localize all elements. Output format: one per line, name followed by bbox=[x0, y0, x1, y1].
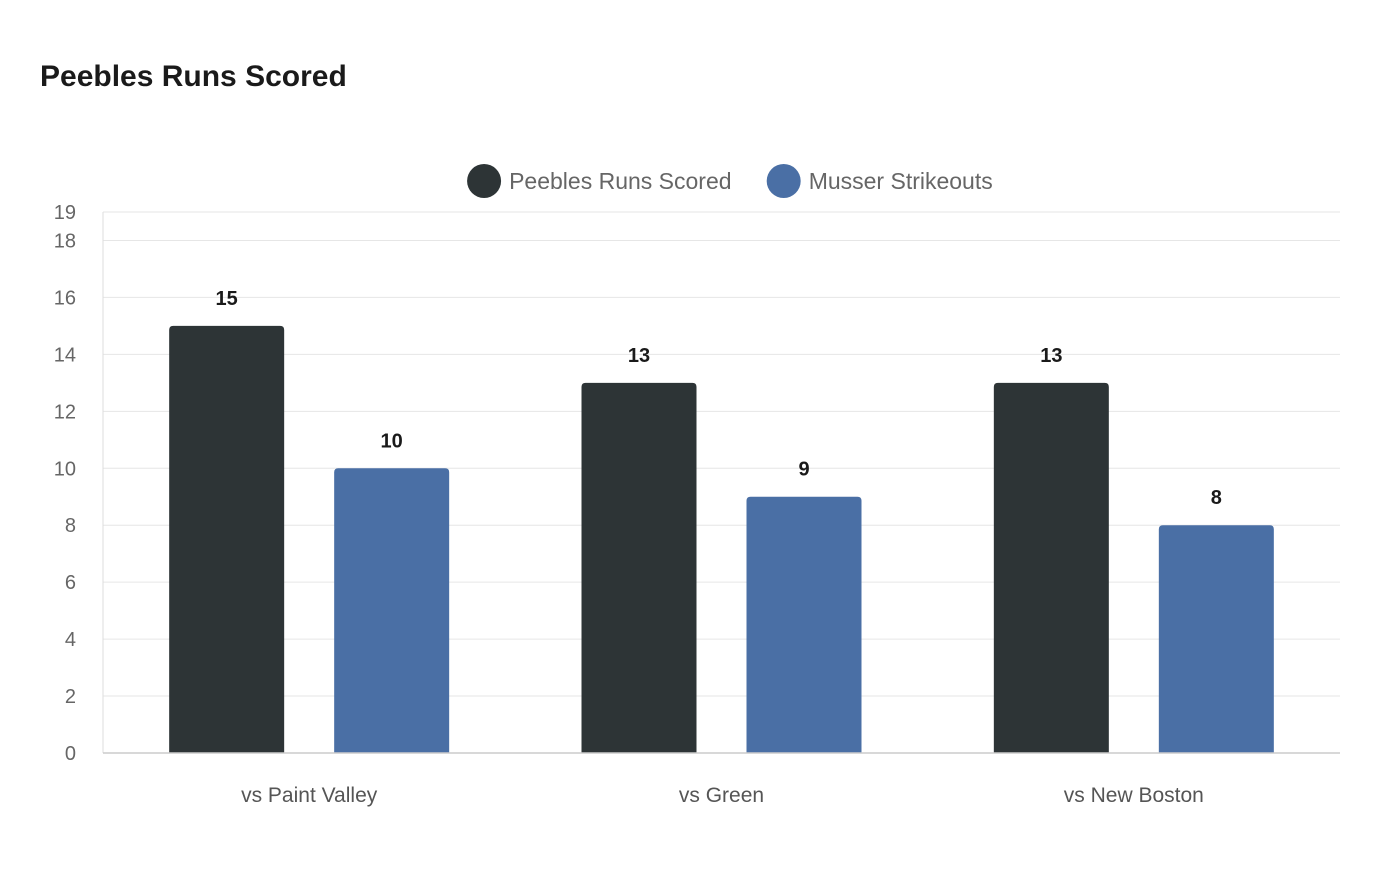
chart-title: Peebles Runs Scored bbox=[40, 60, 347, 93]
data-label: 15 bbox=[216, 288, 238, 310]
y-tick-label: 19 bbox=[54, 202, 76, 224]
data-label: 10 bbox=[381, 430, 403, 452]
bar bbox=[169, 325, 285, 753]
legend-swatch bbox=[467, 164, 502, 198]
y-tick-label: 12 bbox=[54, 401, 76, 423]
y-tick-label: 4 bbox=[65, 629, 76, 651]
data-label: 9 bbox=[798, 459, 809, 481]
y-tick-label: 2 bbox=[65, 686, 76, 708]
bars bbox=[169, 325, 1274, 753]
y-tick-label: 16 bbox=[54, 287, 76, 309]
bar bbox=[1158, 525, 1274, 753]
x-axis: vs Paint Valley vs Green vs New Boston bbox=[103, 752, 1340, 807]
legend: Peebles Runs Scored Musser Strikeouts bbox=[467, 164, 993, 198]
data-label: 13 bbox=[1040, 345, 1062, 367]
data-labels: 15 10 13 9 13 8 bbox=[216, 288, 1222, 509]
gridlines bbox=[103, 211, 1340, 697]
x-tick-label: vs Paint Valley bbox=[241, 784, 378, 807]
bar bbox=[334, 468, 450, 753]
legend-label: Peebles Runs Scored bbox=[509, 168, 731, 194]
bar bbox=[581, 382, 697, 753]
x-tick-label: vs Green bbox=[679, 784, 764, 807]
x-tick-label: vs New Boston bbox=[1064, 784, 1204, 807]
y-tick-label: 8 bbox=[65, 515, 76, 537]
y-tick-label: 14 bbox=[54, 344, 76, 366]
y-tick-label: 10 bbox=[54, 458, 76, 480]
data-label: 8 bbox=[1211, 487, 1222, 509]
legend-swatch bbox=[766, 164, 801, 198]
bar bbox=[746, 496, 862, 753]
y-axis: 0 2 4 6 8 10 12 14 16 18 19 bbox=[54, 202, 104, 765]
y-tick-label: 6 bbox=[65, 572, 76, 594]
y-tick-label: 0 bbox=[65, 743, 76, 765]
y-tick-label: 18 bbox=[54, 230, 76, 252]
data-label: 13 bbox=[628, 345, 650, 367]
bar bbox=[993, 382, 1109, 753]
legend-label: Musser Strikeouts bbox=[809, 168, 993, 194]
